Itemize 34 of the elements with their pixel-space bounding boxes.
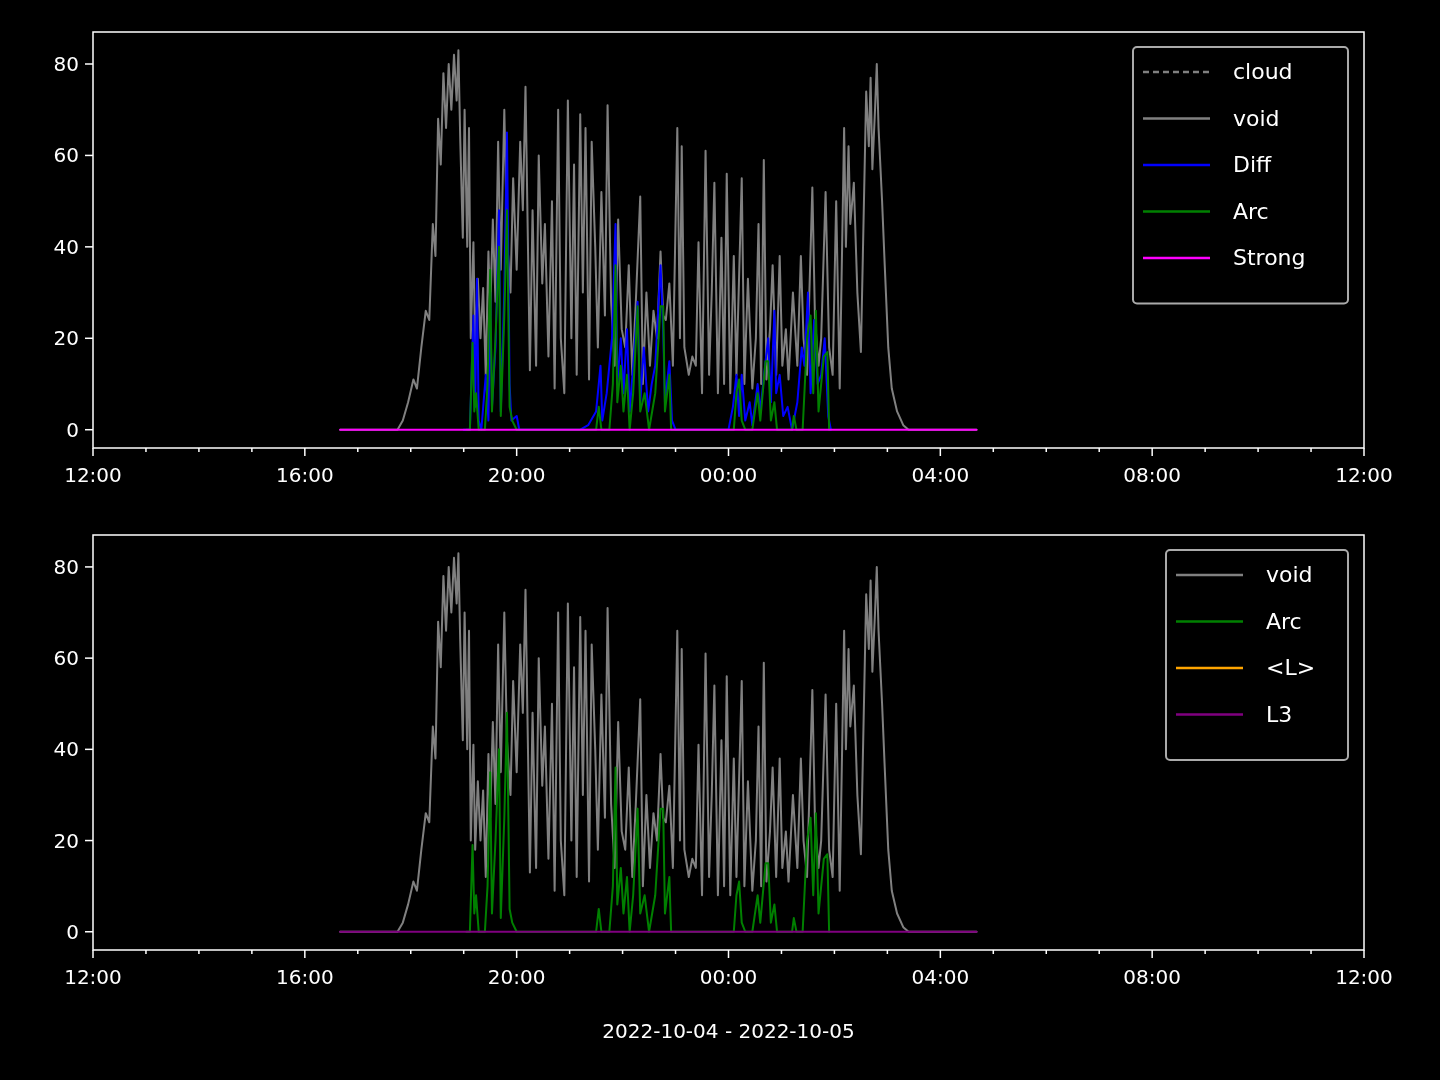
legend-label: Strong — [1233, 245, 1306, 270]
y-tick-label: 60 — [53, 646, 79, 671]
legend-label: void — [1233, 105, 1280, 131]
legend-label: Diff — [1233, 152, 1273, 177]
x-tick-label: 20:00 — [487, 463, 546, 487]
x-tick-label: 00:00 — [699, 965, 758, 989]
legend-label: <L> — [1266, 655, 1316, 680]
x-tick-label: 20:00 — [487, 965, 546, 989]
y-tick-label: 0 — [66, 417, 79, 442]
y-tick-label: 60 — [53, 143, 79, 168]
x-tick-label: 12:00 — [1335, 463, 1393, 487]
y-tick-label: 20 — [53, 828, 79, 853]
legend-label: Arc — [1233, 198, 1269, 224]
legend-label: L3 — [1266, 701, 1293, 727]
x-tick-label: 16:00 — [276, 463, 334, 487]
x-axis-title: 2022-10-04 - 2022-10-05 — [602, 1019, 855, 1043]
legend-label: void — [1266, 562, 1313, 587]
x-tick-label: 08:00 — [1123, 463, 1181, 487]
x-tick-label: 16:00 — [276, 965, 334, 989]
x-tick-label: 04:00 — [911, 463, 970, 487]
x-tick-label: 12:00 — [64, 463, 122, 487]
y-tick-label: 80 — [53, 52, 79, 76]
y-tick-label: 80 — [53, 554, 79, 579]
x-tick-label: 12:00 — [64, 965, 122, 989]
legend-label: Arc — [1266, 608, 1302, 634]
x-tick-label: 12:00 — [1335, 965, 1393, 989]
legend-label: cloud — [1233, 59, 1293, 84]
x-tick-label: 00:00 — [699, 463, 758, 487]
x-tick-label: 04:00 — [911, 965, 970, 989]
y-tick-label: 40 — [53, 234, 79, 259]
y-tick-label: 0 — [66, 919, 79, 944]
y-tick-label: 40 — [53, 737, 79, 762]
x-tick-label: 08:00 — [1123, 965, 1181, 989]
y-tick-label: 20 — [53, 326, 79, 351]
